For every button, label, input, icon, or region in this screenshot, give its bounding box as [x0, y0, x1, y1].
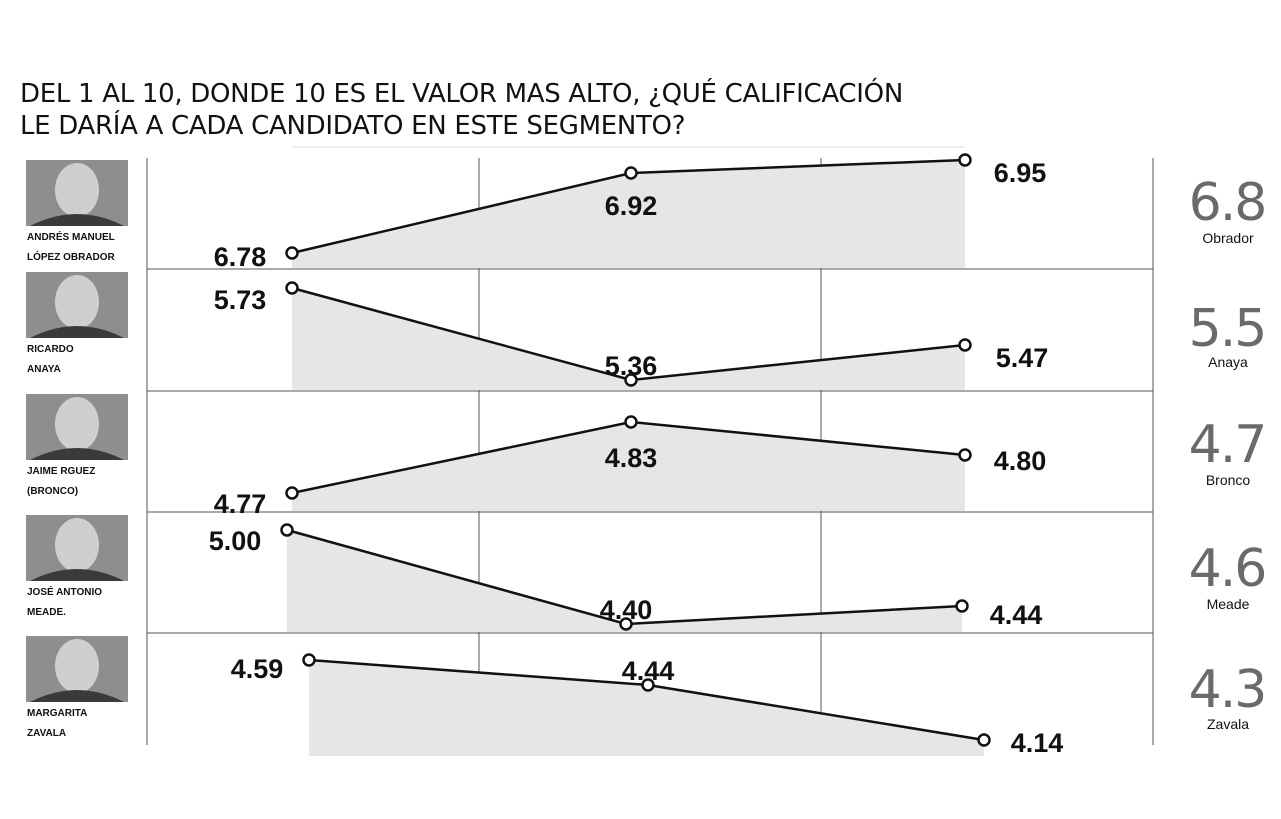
candidate-photo: [26, 272, 128, 338]
data-label: 4.14: [1011, 728, 1064, 758]
candidate-short-name: Anaya: [1208, 354, 1248, 370]
candidate-photo: [26, 394, 128, 460]
candidate-name-line-2: LÓPEZ OBRADOR: [27, 250, 116, 263]
chart-title-line-1: DEL 1 AL 10, DONDE 10 ES EL VALOR MAS AL…: [20, 79, 903, 109]
data-label: 4.40: [600, 595, 653, 625]
data-point: [958, 338, 972, 352]
candidate-name-line-1: ANDRÉS MANUEL: [27, 230, 115, 243]
candidate-short-name: Obrador: [1202, 230, 1254, 246]
data-label: 4.59: [231, 654, 284, 684]
data-label: 5.36: [605, 351, 658, 381]
candidate-short-name: Zavala: [1207, 716, 1249, 732]
candidate-photo: [26, 515, 128, 581]
candidate-row: ANDRÉS MANUEL LÓPEZ OBRADOR 6.78 6.92 6.95 6.…: [26, 146, 1267, 272]
data-point: [958, 448, 972, 462]
data-point: [285, 486, 299, 500]
average-score: 4.6: [1189, 539, 1266, 599]
data-point: [302, 653, 316, 667]
area-fill: [292, 422, 965, 511]
data-label: 4.80: [994, 446, 1047, 476]
candidate-short-name: Bronco: [1206, 472, 1251, 488]
rows-layer: ANDRÉS MANUEL LÓPEZ OBRADOR 6.78 6.92 6.95 6.…: [26, 146, 1267, 758]
candidate-name-line-2: ZAVALA: [27, 728, 66, 739]
candidate-name-line-2: MEADE.: [27, 607, 66, 618]
candidate-name-line-1: JAIME RGUEZ: [27, 466, 95, 477]
data-label: 6.95: [994, 158, 1047, 188]
data-point: [285, 281, 299, 295]
average-score: 6.8: [1189, 173, 1266, 233]
data-label: 5.73: [214, 285, 267, 315]
data-label: 4.77: [214, 489, 267, 519]
candidate-name-line-2: (BRONCO): [27, 486, 78, 497]
data-point: [280, 523, 294, 537]
data-point: [285, 246, 299, 260]
candidate-name-line-1: MARGARITA: [27, 708, 87, 719]
data-point: [641, 678, 655, 692]
data-label: 4.44: [622, 656, 675, 686]
candidate-name-line-2: ANAYA: [27, 364, 61, 375]
data-label: 6.92: [605, 191, 658, 221]
candidate-short-name: Meade: [1207, 596, 1250, 612]
candidate-name-line-1: JOSÉ ANTONIO: [27, 585, 102, 598]
chart-title: DEL 1 AL 10, DONDE 10 ES EL VALOR MAS AL…: [20, 78, 903, 142]
data-label: 4.44: [990, 600, 1043, 630]
data-label: 4.83: [605, 443, 658, 473]
average-score: 5.5: [1189, 299, 1266, 359]
data-label: 5.00: [209, 526, 262, 556]
data-label: 5.47: [996, 343, 1049, 373]
area-fill: [292, 288, 965, 390]
data-point: [624, 415, 638, 429]
data-point: [624, 373, 638, 387]
chart-title-line-2: LE DARÍA A CADA CANDIDATO EN ESTE SEGMEN…: [20, 111, 686, 141]
data-point: [977, 733, 991, 747]
data-point: [958, 153, 972, 167]
average-score: 4.7: [1189, 415, 1266, 475]
area-fill: [292, 160, 965, 268]
average-score: 4.3: [1189, 660, 1266, 720]
data-point: [619, 617, 633, 631]
data-point: [955, 599, 969, 613]
candidate-photo: [26, 160, 128, 226]
candidate-name-line-1: RICARDO: [27, 344, 74, 355]
area-fill: [287, 530, 962, 632]
area-fill: [309, 660, 984, 756]
data-point: [624, 166, 638, 180]
candidate-photo: [26, 636, 128, 702]
data-label: 6.78: [214, 242, 267, 272]
